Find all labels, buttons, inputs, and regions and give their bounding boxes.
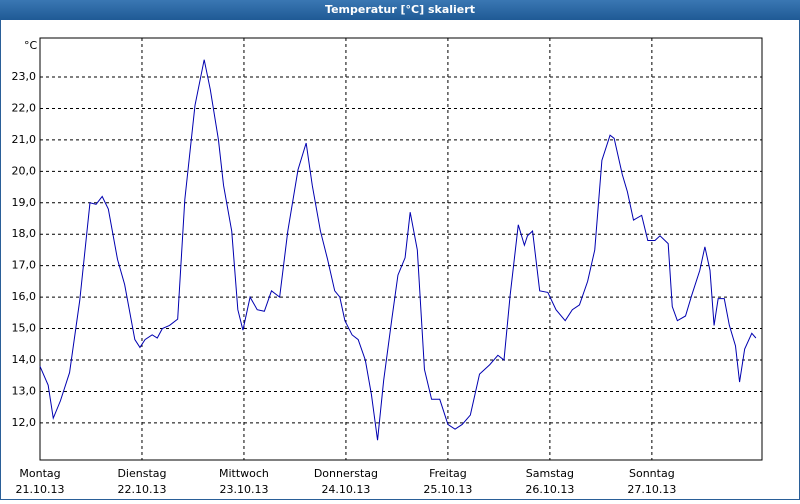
x-tick-label: Dienstag <box>117 467 166 480</box>
x-tick-date: 24.10.13 <box>321 483 370 496</box>
y-tick-label: 14,0 <box>12 353 37 366</box>
x-tick-label: Montag <box>19 467 60 480</box>
x-tick-date: 26.10.13 <box>525 483 574 496</box>
y-tick-label: 22,0 <box>12 101 37 114</box>
x-tick-date: 27.10.13 <box>627 483 676 496</box>
y-tick-label: 21,0 <box>12 133 37 146</box>
y-tick-label: 15,0 <box>12 322 37 335</box>
x-tick-label: Mittwoch <box>219 467 269 480</box>
x-tick-date: 21.10.13 <box>16 483 65 496</box>
title-bar <box>0 0 800 20</box>
x-tick-label: Sonntag <box>629 467 675 480</box>
y-tick-label: 20,0 <box>12 164 37 177</box>
y-axis-label: °C <box>24 39 38 52</box>
plot-frame <box>39 37 763 461</box>
y-tick-label: 23,0 <box>12 70 37 83</box>
data-line <box>39 59 757 441</box>
x-tick-label: Samstag <box>526 467 574 480</box>
x-tick-date: 25.10.13 <box>423 483 472 496</box>
x-tick-label: Freitag <box>429 467 467 480</box>
x-tick-date: 23.10.13 <box>219 483 268 496</box>
y-tick-label: 12,0 <box>12 416 37 429</box>
y-tick-label: 19,0 <box>12 196 37 209</box>
y-tick-label: 18,0 <box>12 227 37 240</box>
x-tick-date: 22.10.13 <box>117 483 166 496</box>
y-tick-label: 16,0 <box>12 290 37 303</box>
x-tick-label: Donnerstag <box>314 467 378 480</box>
y-tick-label: 17,0 <box>12 259 37 272</box>
chart-title: Temperatur [°C] skaliert <box>325 3 475 16</box>
y-tick-label: 13,0 <box>12 384 37 397</box>
